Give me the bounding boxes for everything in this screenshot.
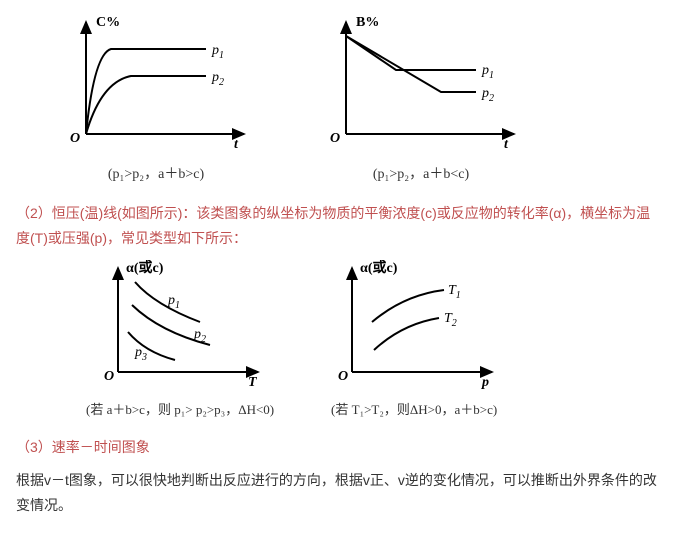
origin-label: O <box>104 369 114 384</box>
origin-label: O <box>338 369 348 384</box>
section-3-body: 根据v－t图象，可以很快地判断出反应进行的方向，根据v正、v逆的变化情况，可以推… <box>16 468 662 518</box>
chart-row-2: α(或c) T O p1 p2 p3 (若 a＋b>c，则 p₁> p₂>p₃，… <box>16 260 662 421</box>
x-axis-label: t <box>234 137 239 152</box>
origin-label: O <box>330 131 340 146</box>
y-axis-label: α(或c) <box>126 260 164 276</box>
section-2-heading: （2）恒压(温)线(如图所示)：该类图象的纵坐标为物质的平衡浓度(c)或反应物的… <box>16 201 662 251</box>
line-t1-label: T1 <box>448 283 461 301</box>
chart-alpha-vs-T-svg: α(或c) T O p1 p2 p3 <box>90 260 270 390</box>
chart-caption: (若 a＋b>c，则 p₁> p₂>p₃，ΔH<0) <box>86 398 274 421</box>
x-axis-label: p <box>481 375 489 390</box>
chart-caption: (若 T₁>T₂，则ΔH>0，a＋b>c) <box>331 398 497 421</box>
section-3-heading: （3）速率－时间图象 <box>16 435 662 460</box>
chart-b-vs-t: B% t O p1 p2 (p₁>p₂，a＋b<c) <box>316 14 526 187</box>
chart-caption: (p₁>p₂，a＋b>c) <box>108 162 204 187</box>
chart-row-1: C% t O p1 p2 (p₁>p₂，a＋b>c) B% t O p1 <box>16 14 662 187</box>
chart-c-vs-t-svg: C% t O p1 p2 <box>56 14 256 154</box>
x-axis-label: T <box>248 375 258 390</box>
y-axis-label: B% <box>356 15 379 30</box>
origin-label: O <box>70 131 80 146</box>
line-p1-label: p1 <box>211 43 224 61</box>
y-axis-label: α(或c) <box>360 260 398 276</box>
chart-b-vs-t-svg: B% t O p1 p2 <box>316 14 526 154</box>
line-p2-label: p2 <box>211 70 224 88</box>
x-axis-label: t <box>504 137 509 152</box>
line-p1-label: p1 <box>481 63 494 81</box>
chart-caption: (p₁>p₂，a＋b<c) <box>373 162 469 187</box>
chart-alpha-vs-p: α(或c) p O T1 T2 (若 T₁>T₂，则ΔH>0，a＋b>c) <box>324 260 504 421</box>
chart-alpha-vs-T: α(或c) T O p1 p2 p3 (若 a＋b>c，则 p₁> p₂>p₃，… <box>86 260 274 421</box>
line-p2-label: p2 <box>481 86 494 104</box>
line-t2-label: T2 <box>444 311 457 329</box>
chart-alpha-vs-p-svg: α(或c) p O T1 T2 <box>324 260 504 390</box>
y-axis-label: C% <box>96 15 120 30</box>
chart-c-vs-t: C% t O p1 p2 (p₁>p₂，a＋b>c) <box>56 14 256 187</box>
